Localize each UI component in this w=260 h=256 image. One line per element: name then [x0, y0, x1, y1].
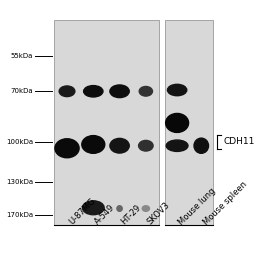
Ellipse shape	[110, 138, 129, 153]
Text: HT-29: HT-29	[120, 203, 143, 227]
Ellipse shape	[142, 206, 149, 211]
Ellipse shape	[166, 140, 188, 151]
Text: U-87MG: U-87MG	[67, 197, 97, 227]
Ellipse shape	[139, 87, 153, 96]
Text: 170kDa: 170kDa	[6, 212, 33, 218]
Text: Mouse spleen: Mouse spleen	[201, 179, 249, 227]
Text: Mouse lung: Mouse lung	[177, 186, 218, 227]
Ellipse shape	[59, 86, 75, 97]
Text: 100kDa: 100kDa	[6, 139, 33, 145]
Ellipse shape	[84, 86, 103, 97]
Ellipse shape	[139, 140, 153, 151]
Text: 130kDa: 130kDa	[6, 179, 33, 185]
Text: A-549: A-549	[93, 203, 117, 227]
Ellipse shape	[166, 113, 188, 132]
Text: CDH11: CDH11	[223, 137, 254, 146]
Ellipse shape	[194, 138, 209, 153]
Ellipse shape	[110, 85, 129, 98]
Text: 55kDa: 55kDa	[10, 53, 33, 59]
Ellipse shape	[82, 136, 105, 153]
Ellipse shape	[117, 206, 122, 211]
Bar	[54, 20, 159, 226]
Ellipse shape	[82, 201, 104, 215]
Ellipse shape	[55, 139, 79, 158]
Bar	[165, 20, 213, 226]
Text: 70kDa: 70kDa	[10, 88, 33, 94]
Text: SKOV3: SKOV3	[146, 201, 172, 227]
Ellipse shape	[167, 84, 187, 96]
